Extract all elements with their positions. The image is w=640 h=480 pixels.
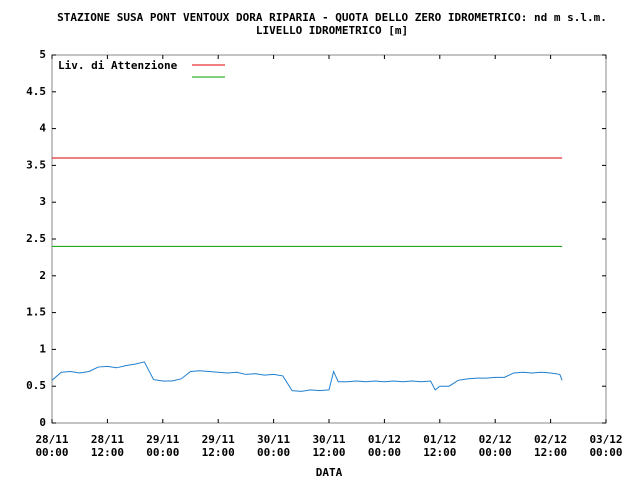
x-tick-label: 29/11 00:00 — [146, 433, 180, 459]
y-tick-label: 4.5 — [26, 85, 46, 98]
y-tick-label: 0 — [39, 416, 46, 429]
x-tick-label: 28/11 12:00 — [90, 433, 124, 459]
chart-title: STAZIONE SUSA PONT VENTOUX DORA RIPARIA … — [57, 11, 607, 24]
legend-label: Liv. di Attenzione — [58, 59, 178, 72]
x-tick-label: 01/12 12:00 — [423, 433, 457, 459]
x-tick-label: 29/11 12:00 — [201, 433, 235, 459]
y-tick-label: 2 — [39, 269, 46, 282]
x-tick-label: 01/12 00:00 — [367, 433, 401, 459]
x-tick-label: 02/12 12:00 — [534, 433, 568, 459]
y-tick-label: 4 — [39, 122, 46, 135]
y-tick-label: 3 — [39, 195, 46, 208]
y-tick-label: 5 — [39, 48, 46, 61]
y-tick-label: 2.5 — [26, 232, 46, 245]
x-tick-label: 30/11 12:00 — [312, 433, 346, 459]
x-tick-label: 30/11 00:00 — [257, 433, 291, 459]
plot-frame — [51, 54, 607, 424]
x-axis-label: DATA — [316, 466, 343, 479]
y-tick-label: 1.5 — [26, 306, 46, 319]
y-tick-label: 0.5 — [26, 379, 46, 392]
x-tick-label: 03/12 00:00 — [589, 433, 623, 459]
y-tick-label: 1 — [39, 342, 46, 355]
series-line — [51, 361, 563, 392]
y-tick-label: 3.5 — [26, 158, 46, 171]
chart-subtitle: LIVELLO IDROMETRICO [m] — [256, 24, 408, 37]
x-tick-label: 28/11 00:00 — [35, 433, 69, 459]
x-tick-label: 02/12 00:00 — [478, 433, 512, 459]
